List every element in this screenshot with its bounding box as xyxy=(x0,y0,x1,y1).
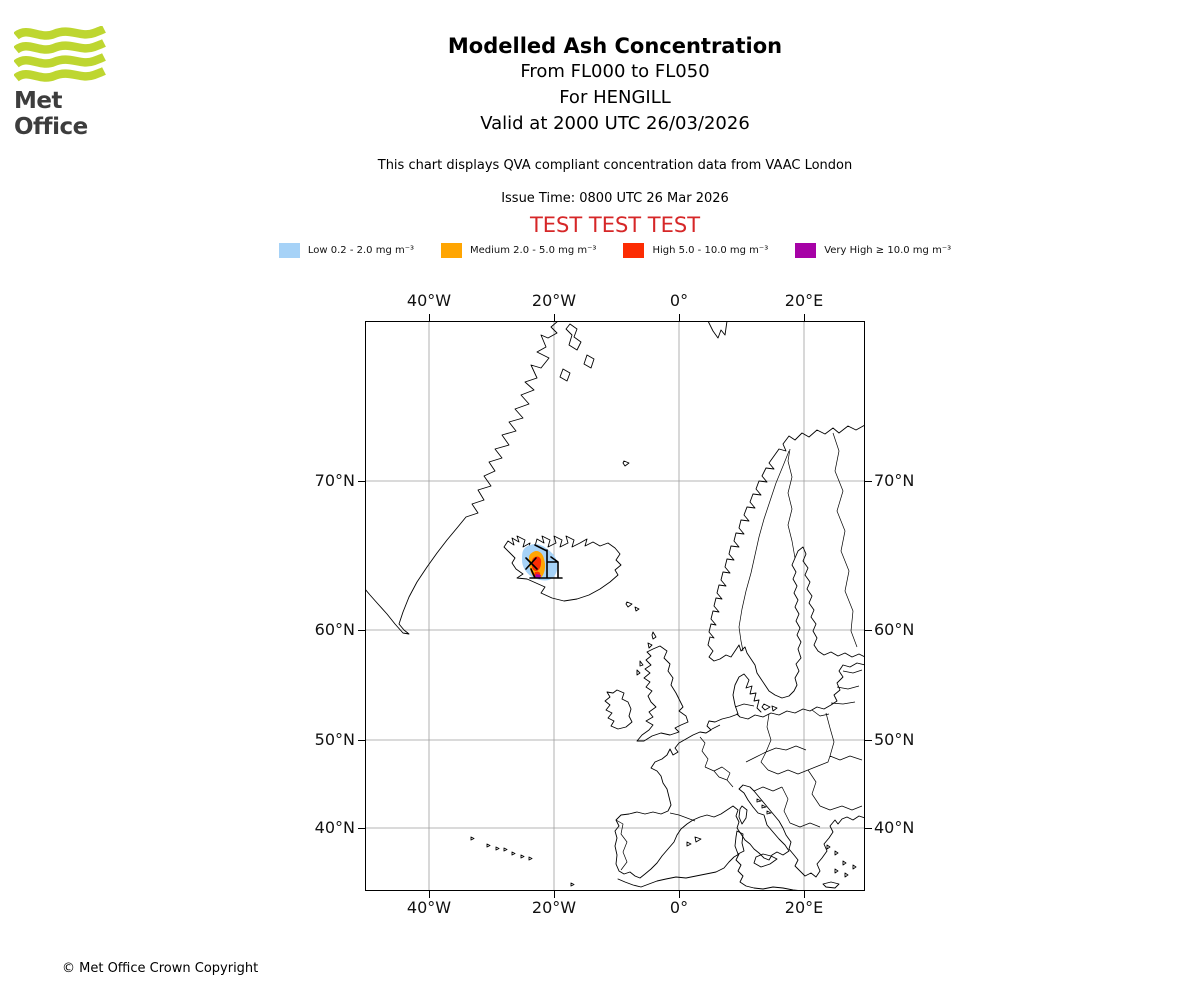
map-svg xyxy=(364,320,866,892)
medium-swatch xyxy=(441,243,463,258)
axis-label-bottom-40w: 40°W xyxy=(406,898,452,917)
axis-label-right-40n: 40°N xyxy=(874,818,915,837)
axis-label-bottom-20w: 20°W xyxy=(531,898,577,917)
tick-left-50n xyxy=(358,740,365,741)
coast-sicily xyxy=(753,853,778,868)
subtitle-flight-levels: From FL000 to FL050 xyxy=(520,61,710,82)
ash-plume xyxy=(522,544,563,581)
low-swatch xyxy=(278,243,300,258)
tick-left-60n xyxy=(358,630,365,631)
tick-top-0 xyxy=(679,314,680,321)
legend-item-high: High 5.0 - 10.0 mg m⁻³ xyxy=(623,243,768,258)
axis-label-left-60n: 60°N xyxy=(314,620,355,639)
subtitle-valid-time: Valid at 2000 UTC 26/03/2026 xyxy=(480,113,750,134)
country-borders xyxy=(615,432,863,871)
coast-baltic-south xyxy=(736,662,866,720)
graticule xyxy=(365,321,865,891)
page-title: Modelled Ash Concentration xyxy=(447,34,783,58)
tick-bottom-20e xyxy=(804,891,805,898)
coast-dalmatian-islands xyxy=(756,798,772,815)
legend-label-very-high: Very High ≥ 10.0 mg m⁻³ xyxy=(824,245,952,256)
tick-left-40n xyxy=(358,828,365,829)
tick-top-20e xyxy=(804,314,805,321)
map-canvas: 40°W 20°W 0° 20°E 40°W 20°W 0° 20°E 70°N… xyxy=(315,291,915,917)
map-border xyxy=(365,321,865,891)
met-office-logo: Met Office xyxy=(13,25,114,140)
coast-crete xyxy=(822,881,840,889)
coast-corsica xyxy=(738,805,748,825)
axis-label-top-40w: 40°W xyxy=(406,291,452,310)
coast-greenland xyxy=(364,320,559,635)
axis-label-top-20e: 20°E xyxy=(784,291,824,310)
axis-label-top-0: 0° xyxy=(669,291,689,310)
legend-item-medium: Medium 2.0 - 5.0 mg m⁻³ xyxy=(441,243,596,258)
logo-waves-icon xyxy=(13,25,106,82)
logo-text: Met Office xyxy=(14,88,88,140)
axis-label-right-70n: 70°N xyxy=(874,471,915,490)
coast-azores xyxy=(470,836,533,861)
coast-great-britain xyxy=(636,645,689,742)
compliance-note: This chart displays QVA compliant concen… xyxy=(377,158,853,173)
coast-iceland xyxy=(503,535,622,602)
tick-bottom-40w xyxy=(429,891,430,898)
legend-label-medium: Medium 2.0 - 5.0 mg m⁻³ xyxy=(470,245,597,256)
coast-balearics xyxy=(686,836,702,847)
coast-sardinia xyxy=(734,830,745,855)
title-block: Modelled Ash Concentration From FL000 to… xyxy=(0,33,1200,137)
axis-label-top-20w: 20°W xyxy=(531,291,577,310)
tick-bottom-0 xyxy=(679,891,680,898)
tick-right-50n xyxy=(865,740,872,741)
tick-top-20w xyxy=(554,314,555,321)
high-swatch xyxy=(623,243,645,258)
coast-madeira xyxy=(570,882,575,887)
axis-label-bottom-0: 0° xyxy=(669,898,689,917)
axis-label-left-70n: 70°N xyxy=(314,471,355,490)
coast-hebrides xyxy=(636,660,644,676)
coast-faroes xyxy=(625,601,640,612)
tick-left-70n xyxy=(358,481,365,482)
coast-svalbard xyxy=(707,320,728,339)
legend-label-low: Low 0.2 - 2.0 mg m⁻³ xyxy=(307,245,415,256)
copyright-notice: © Met Office Crown Copyright xyxy=(62,961,259,976)
coast-aegean-islands xyxy=(826,844,857,878)
coast-jan-mayen xyxy=(622,460,630,467)
coast-shetland xyxy=(647,631,657,649)
issue-time: Issue Time: 0800 UTC 26 Mar 2026 xyxy=(501,191,729,206)
coast-ireland xyxy=(604,689,633,730)
legend: Low 0.2 - 2.0 mg m⁻³ Medium 2.0 - 5.0 mg… xyxy=(0,243,1200,258)
coast-danish-islands xyxy=(761,703,778,712)
axis-label-bottom-20e: 20°E xyxy=(784,898,824,917)
coast-greenland-islands xyxy=(559,323,595,382)
coast-continental xyxy=(614,713,866,879)
legend-label-high: High 5.0 - 10.0 mg m⁻³ xyxy=(652,245,769,256)
legend-item-low: Low 0.2 - 2.0 mg m⁻³ xyxy=(278,243,415,258)
tick-right-40n xyxy=(865,828,872,829)
test-banner: TEST TEST TEST xyxy=(529,213,701,237)
coast-north-africa xyxy=(617,853,804,892)
axis-label-right-60n: 60°N xyxy=(874,620,915,639)
tick-bottom-20w xyxy=(554,891,555,898)
coastlines xyxy=(364,320,866,892)
tick-right-70n xyxy=(865,481,872,482)
legend-item-very-high: Very High ≥ 10.0 mg m⁻³ xyxy=(795,243,951,258)
axis-label-left-40n: 40°N xyxy=(314,818,355,837)
axis-label-right-50n: 50°N xyxy=(874,730,915,749)
ash-plume-polygon-outline xyxy=(525,544,563,579)
ash-plume-high xyxy=(531,556,542,578)
coast-fennoscandia xyxy=(707,424,866,699)
axis-label-left-50n: 50°N xyxy=(314,730,355,749)
subtitle-volcano: For HENGILL xyxy=(559,87,671,108)
coast-denmark xyxy=(732,673,762,715)
very-high-swatch xyxy=(795,243,817,258)
tick-right-60n xyxy=(865,630,872,631)
tick-top-40w xyxy=(429,314,430,321)
